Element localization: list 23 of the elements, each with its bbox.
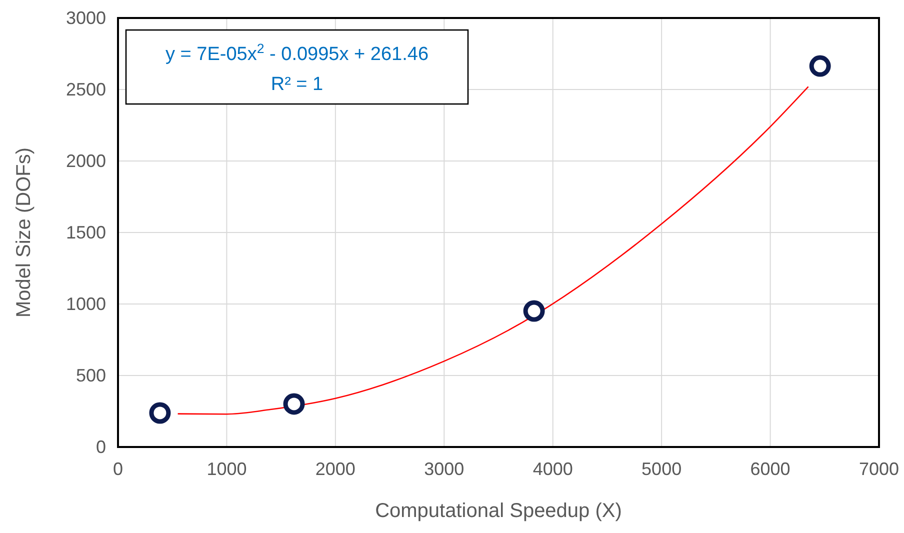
x-tick-label: 1000: [206, 459, 247, 479]
point: [149, 402, 171, 424]
point: [523, 300, 545, 322]
point: [809, 55, 831, 77]
x-tick-label: 0: [112, 459, 124, 479]
x-tick-label: 2000: [315, 459, 356, 479]
y-tick-label: 1000: [66, 294, 106, 314]
y-tick-label: 0: [96, 437, 106, 457]
y-tick-label: 500: [76, 366, 106, 386]
point: [283, 393, 305, 415]
x-tick-label: 4000: [532, 459, 573, 479]
annotation: R² = 1: [270, 74, 324, 95]
x-axis-title: Computational Speedup (X): [375, 500, 622, 522]
x-tick-label: 5000: [642, 459, 682, 479]
x-tick-label: 6000: [750, 459, 790, 479]
y-tick-label: 2000: [66, 151, 106, 171]
y-tick-label: 1500: [66, 222, 106, 242]
x-tick-label: 3000: [424, 459, 464, 479]
y-tick-label: 3000: [66, 8, 106, 28]
x-tick-label: 7000: [858, 459, 900, 479]
annotation: y = 7E-05x$^{2}$ - 0.0995x + 261.46: [165, 40, 429, 65]
y-axis-title: Model Size (DOFs): [13, 147, 35, 318]
y-tick-label: 2500: [66, 80, 106, 100]
